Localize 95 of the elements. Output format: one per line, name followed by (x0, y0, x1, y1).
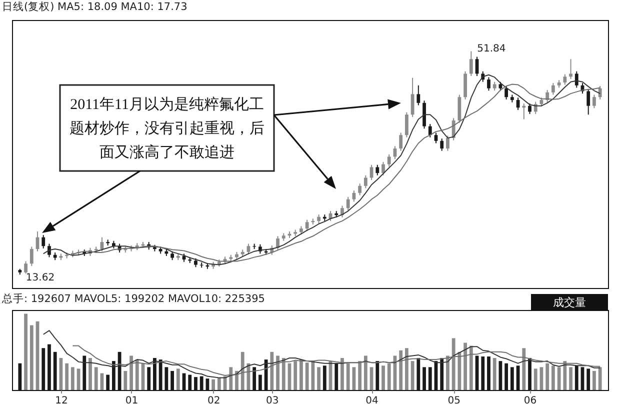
bar (311, 361, 315, 390)
bar (30, 325, 34, 390)
candlestick (422, 100, 426, 130)
candlestick (382, 161, 385, 176)
candlestick (364, 174, 368, 189)
bar (598, 367, 602, 390)
bar (358, 361, 362, 390)
bar (534, 368, 538, 390)
bar (94, 367, 98, 390)
bar (340, 358, 344, 390)
candlestick (416, 84, 420, 106)
bar (88, 358, 92, 390)
candlestick (48, 243, 51, 258)
candlestick (428, 123, 432, 138)
candlestick (376, 164, 380, 176)
x-tick-label: 01 (125, 396, 138, 406)
bar (469, 346, 473, 390)
candlestick (487, 76, 490, 92)
bar (65, 363, 69, 390)
candlestick (346, 196, 350, 211)
x-tick-label: 02 (207, 396, 220, 406)
bar (212, 379, 216, 390)
bar (346, 363, 350, 390)
bar (492, 358, 496, 390)
bar (569, 367, 572, 390)
candlestick (469, 50, 473, 77)
bar (563, 361, 567, 390)
candlestick (276, 236, 280, 251)
candlestick (387, 154, 391, 168)
candlestick (574, 70, 578, 88)
bar (410, 361, 414, 390)
bar (270, 352, 274, 390)
bar (387, 363, 391, 390)
candlestick (528, 103, 532, 115)
candlestick (358, 183, 362, 196)
bar (176, 368, 180, 390)
bar (240, 352, 244, 390)
x-tick-label: 05 (448, 396, 460, 406)
bar (135, 360, 139, 390)
candlestick (30, 246, 34, 266)
bar (217, 378, 221, 390)
candlestick (440, 138, 444, 152)
bar (124, 370, 128, 390)
candlestick (504, 85, 508, 100)
annotation: 51.84 (477, 43, 506, 54)
candlestick (399, 132, 403, 152)
candlestick (598, 85, 602, 100)
bar (24, 314, 28, 390)
candlestick (458, 94, 462, 124)
candlestick (434, 132, 438, 144)
candlestick (352, 190, 356, 202)
text: 成交量 (531, 294, 608, 311)
annotation: 13.62 (26, 272, 55, 284)
bar (229, 367, 233, 390)
bar (130, 356, 133, 390)
bar (551, 366, 555, 390)
annotation: 2011年11月以为是纯粹氟化工题材炒作，没有引起重视，后面又涨高了不敢追进 (70, 96, 264, 161)
x-tick-label: 04 (366, 396, 378, 406)
bar (364, 356, 368, 390)
bar (452, 338, 456, 390)
bar (399, 350, 403, 390)
x-tick-label: 06 (524, 396, 537, 406)
candlestick (563, 74, 567, 86)
candlestick (446, 135, 450, 152)
candlestick (404, 112, 408, 138)
bar (522, 348, 526, 390)
candlestick (592, 94, 596, 109)
candlestick (551, 82, 555, 96)
bar (592, 370, 596, 390)
bar (557, 367, 561, 390)
bar (276, 356, 280, 390)
bar (382, 366, 385, 390)
bar (404, 348, 408, 390)
bar (317, 367, 320, 390)
bar (294, 361, 298, 390)
x-tick-label: 03 (266, 396, 279, 406)
bar (282, 358, 286, 390)
x-tick-label: 12 (55, 396, 68, 406)
candlestick (586, 88, 590, 116)
candlestick (569, 58, 572, 80)
candlestick (464, 70, 467, 100)
bar (300, 360, 303, 390)
candlestick (410, 77, 414, 118)
bar (458, 352, 462, 390)
candlestick (24, 260, 28, 274)
bar (546, 363, 550, 390)
bar (446, 356, 450, 390)
chart-title: 总手: 192607 MAVOL5: 199202 MAVOL10: 225395 (1, 292, 265, 305)
bar (305, 362, 309, 390)
bar (70, 367, 74, 390)
candlestick (42, 234, 46, 249)
candlestick (246, 243, 250, 255)
chart-title: 日线(复权) MA5: 18.09 MA10: 17.73 (2, 0, 188, 13)
candlestick (305, 219, 309, 232)
bar (464, 342, 467, 390)
